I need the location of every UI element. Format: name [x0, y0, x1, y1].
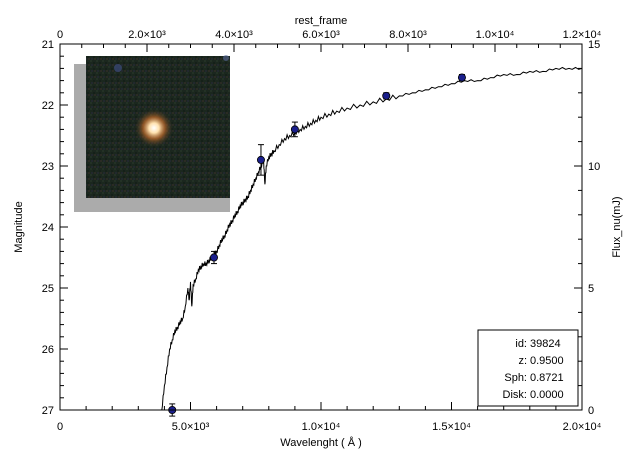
- y-right-tick-label: 0: [588, 405, 594, 417]
- sed-model-line: [161, 66, 583, 411]
- x-top-tick-label: 2.0×10³: [128, 29, 166, 41]
- x-top-tick-label: 1.2×10⁴: [563, 29, 602, 41]
- info-disk-value: 0.0000: [530, 389, 564, 401]
- x-bottom-tick-label: 2.0×10⁴: [563, 421, 602, 433]
- info-z-label: z:: [518, 355, 527, 367]
- photometry-point: [290, 125, 299, 134]
- background-source: [114, 64, 122, 72]
- sed-model-path: [161, 66, 583, 411]
- y-left-tick-label: 25: [42, 283, 54, 295]
- info-disk-label: Disk:: [503, 389, 527, 401]
- info-sph-label: Sph:: [504, 372, 527, 384]
- galaxy-thumbnail: [74, 55, 230, 212]
- y-right-tick-label: 10: [588, 161, 600, 173]
- x-bottom-tick-label: 5.0×10³: [172, 421, 210, 433]
- photometry-point: [382, 91, 391, 100]
- photometry-points: [168, 73, 466, 417]
- y-right-tick-label: 15: [588, 39, 600, 51]
- x-axis-title: Wavelenght ( Å ): [280, 436, 362, 449]
- background-source: [223, 55, 229, 61]
- info-id-label: id:: [515, 338, 527, 350]
- photometry-point: [209, 253, 218, 262]
- info-box-border: [477, 329, 579, 407]
- axis-ticks: [59, 43, 583, 411]
- x-top-tick-label: 6.0×10³: [302, 29, 340, 41]
- x-top-tick-label: 4.0×10³: [215, 29, 253, 41]
- right-axis-title: Flux_nu(mJ): [611, 196, 623, 257]
- axis-tick-labels: 0 5.0×10³ 1.0×10⁴ 1.5×10⁴ 2.0×10⁴ 0 2.0×10³ 4.0…: [42, 29, 602, 433]
- x-bottom-tick-label: 1.0×10⁴: [302, 421, 341, 433]
- x-bottom-tick-label: 1.5×10⁴: [432, 421, 471, 433]
- y-left-tick-label: 23: [42, 161, 54, 173]
- info-id-value: 39824: [530, 338, 561, 350]
- info-sph-value: 0.8721: [530, 372, 564, 384]
- top-axis-title: rest_frame: [295, 15, 348, 27]
- photometry-point: [256, 155, 265, 164]
- info-z-value: 0.9500: [530, 355, 564, 367]
- y-left-tick-label: 26: [42, 344, 54, 356]
- y-left-tick-label: 24: [42, 222, 54, 234]
- x-top-tick-label: 1.0×10⁴: [476, 29, 515, 41]
- y-axis-title: Magnitude: [13, 201, 25, 252]
- galaxy-core: [134, 108, 174, 148]
- y-left-tick-label: 22: [42, 100, 54, 112]
- x-bottom-tick-label: 0: [57, 421, 63, 433]
- y-left-tick-label: 21: [42, 39, 54, 51]
- x-top-tick-label: 8.0×10³: [389, 29, 427, 41]
- info-box: id: 39824 z: 0.9500 Sph: 0.8721 Disk: 0.…: [477, 329, 579, 407]
- y-right-tick-label: 5: [588, 283, 594, 295]
- y-left-tick-label: 27: [42, 405, 54, 417]
- x-top-tick-label: 0: [57, 29, 63, 41]
- photometry-point: [457, 73, 466, 82]
